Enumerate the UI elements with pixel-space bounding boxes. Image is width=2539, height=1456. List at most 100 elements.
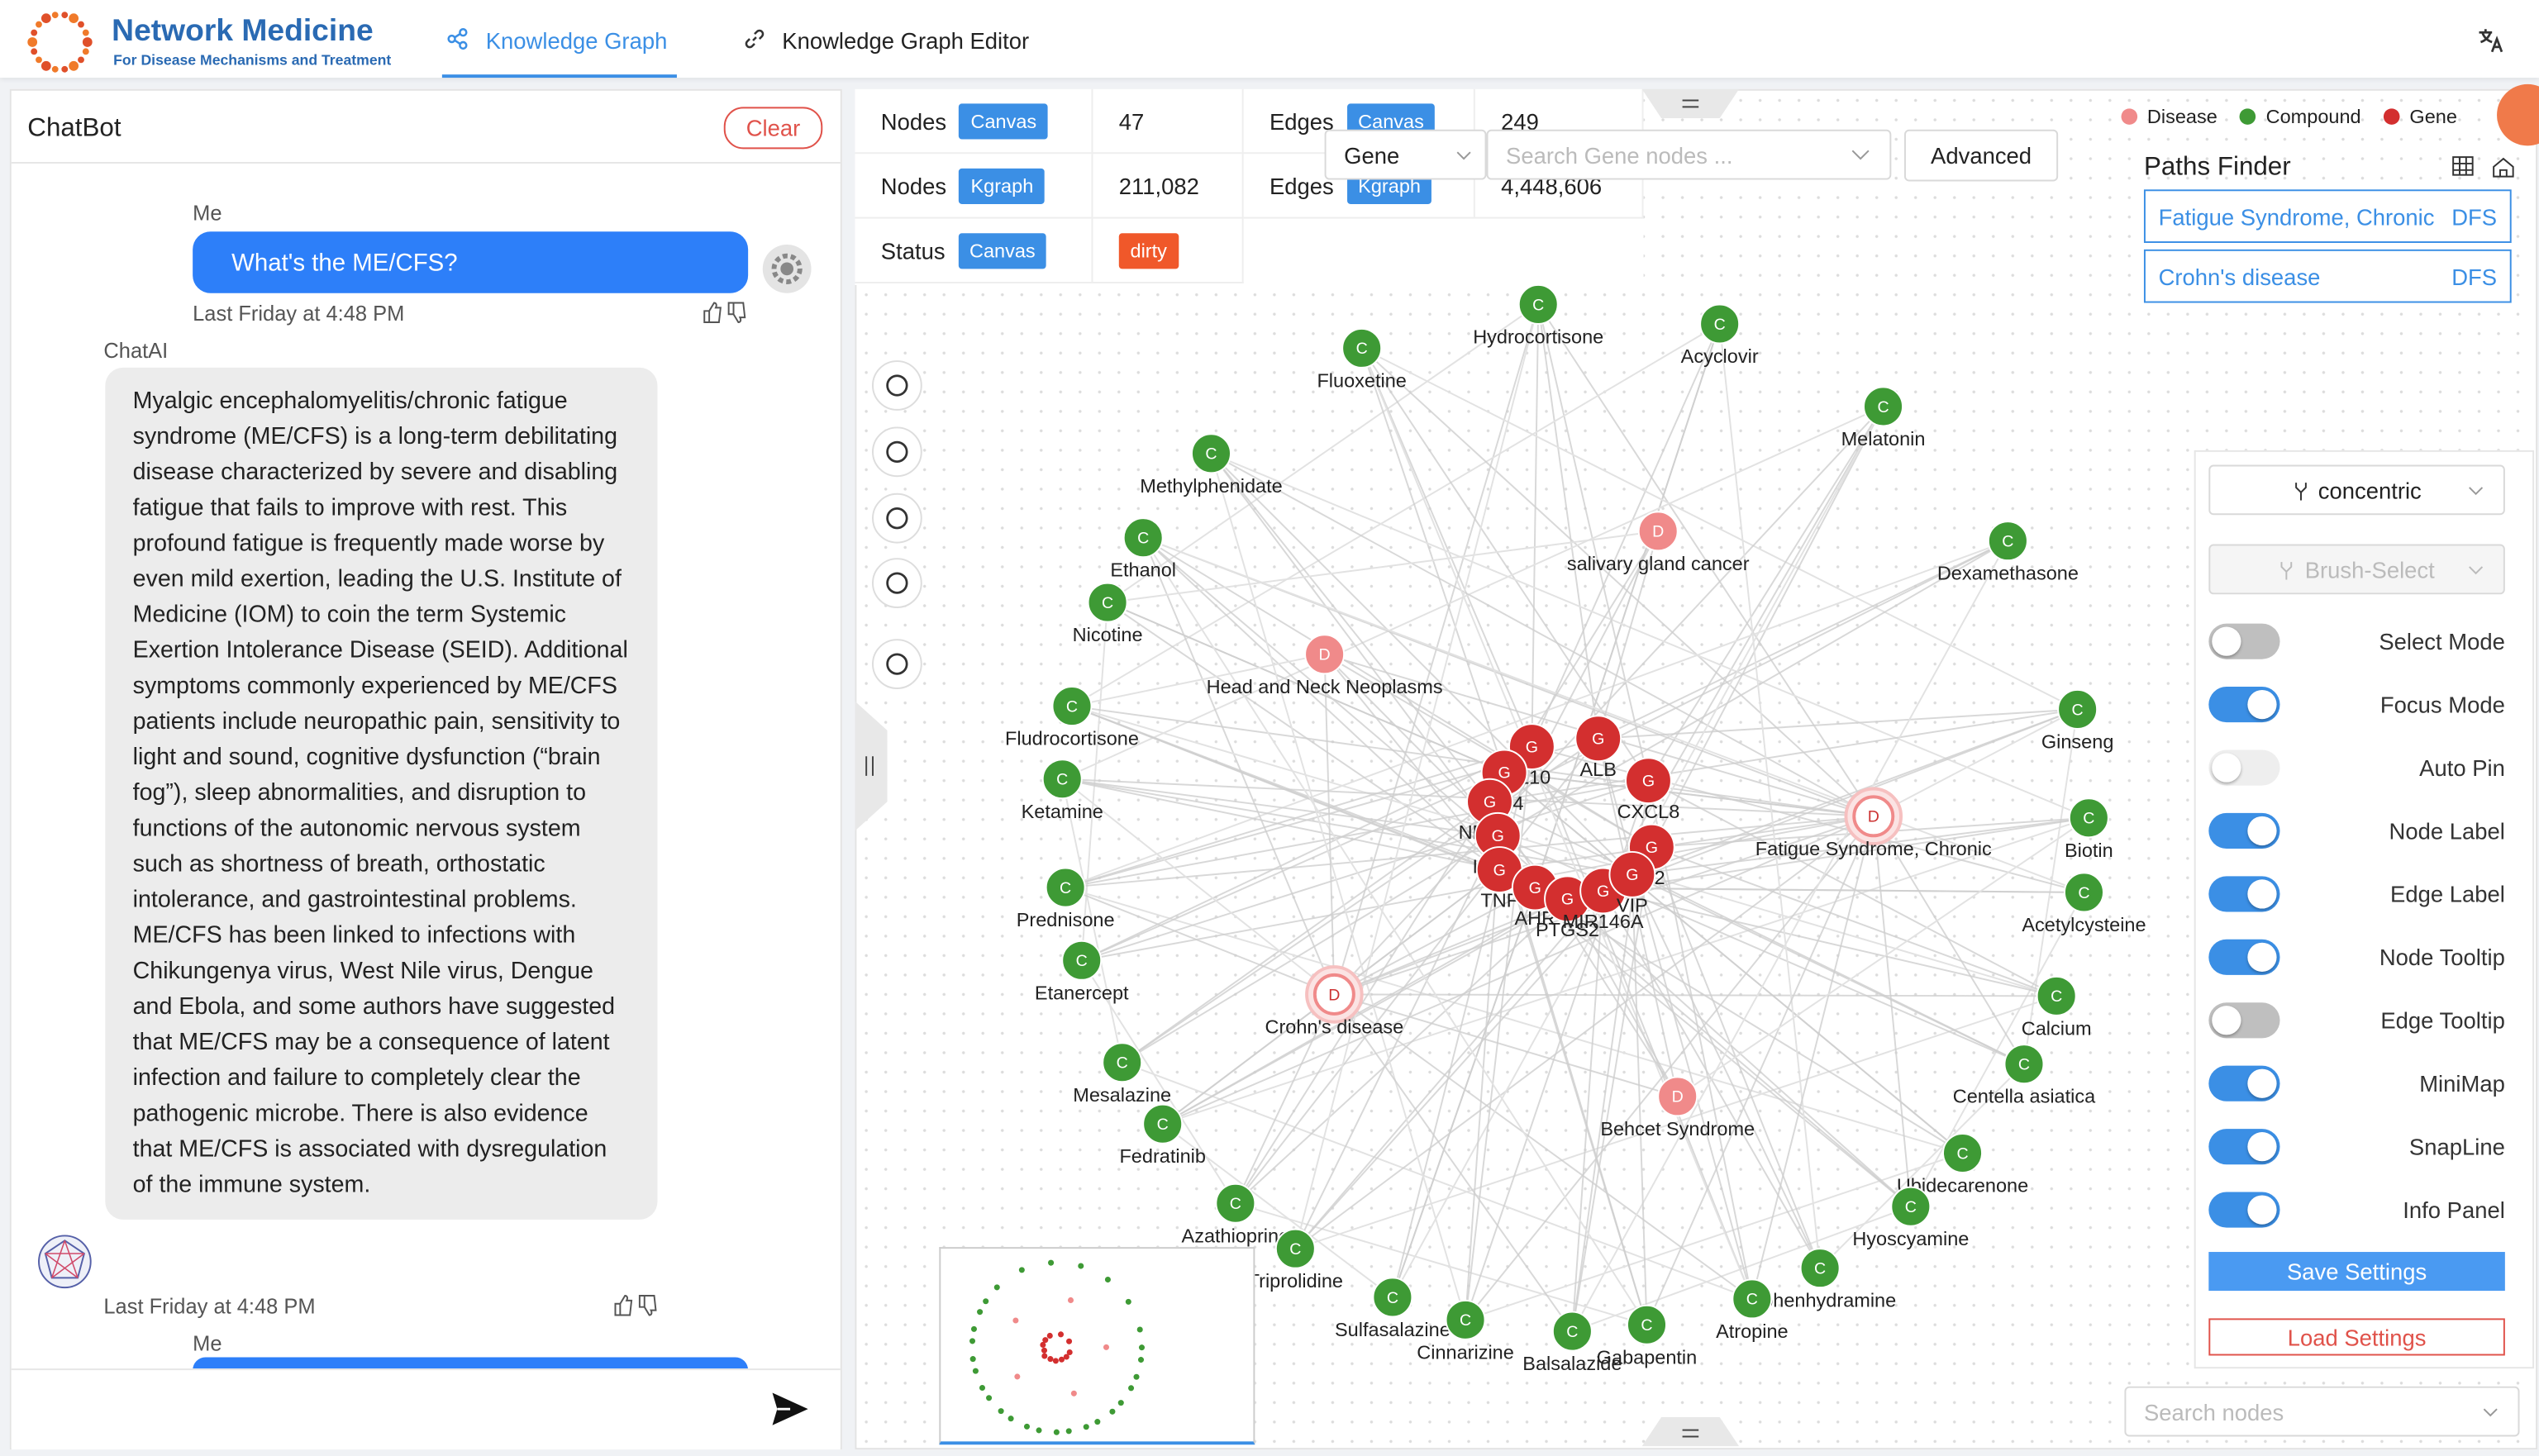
graph-node[interactable]: C Melatonin <box>1841 386 1926 450</box>
toggle[interactable] <box>2208 749 2280 786</box>
type-select[interactable]: Gene <box>1324 129 1487 180</box>
bottom-handle[interactable] <box>1641 1416 1740 1447</box>
graph-node[interactable]: C Fedratinib <box>1119 1103 1206 1168</box>
tab[interactable]: Knowledge Graph <box>485 27 668 54</box>
chat-input[interactable] <box>11 1368 841 1450</box>
feedback-icons[interactable] <box>701 302 750 324</box>
node-label: Calcium <box>2022 1017 2092 1039</box>
graph-node[interactable]: C Azathioprine <box>1182 1182 1290 1247</box>
tab[interactable]: Knowledge Graph Editor <box>782 27 1030 54</box>
graph-node[interactable]: C Hydrocortisone <box>1473 283 1603 348</box>
graph-node[interactable]: D Head and Neck Neoplasms <box>1207 634 1443 697</box>
graph-node[interactable]: C Hyoscyamine <box>1852 1186 1969 1250</box>
edge <box>1061 778 1335 996</box>
brush-value: Brush-Select <box>2304 556 2435 583</box>
toggle[interactable] <box>2208 939 2280 975</box>
node-search[interactable]: Search nodes <box>2124 1386 2520 1437</box>
edge <box>1497 540 2008 837</box>
gene-search[interactable]: Search Gene nodes ... <box>1486 129 1892 180</box>
toggle[interactable] <box>2208 1129 2280 1165</box>
toggle[interactable] <box>2208 876 2280 912</box>
graph-node[interactable]: C Sulfasalazine <box>1335 1277 1451 1340</box>
toggle-knob <box>2247 816 2277 846</box>
node-label: Sulfasalazine <box>1335 1319 1451 1340</box>
graph-node[interactable]: C Dexamethasone <box>1937 521 2079 584</box>
graph-node[interactable]: G PTGS2 <box>1536 875 1599 940</box>
graph-node[interactable]: C Ethanol <box>1110 517 1176 581</box>
minimap-node <box>1012 1317 1019 1324</box>
edge <box>1531 746 1753 1300</box>
graph-node[interactable]: C Cinnarizine <box>1417 1299 1514 1363</box>
send-button[interactable] <box>771 1392 810 1427</box>
graph-node[interactable]: D Crohn's disease <box>1265 965 1403 1037</box>
graph-canvas[interactable]: C Hydrocortisone C Acyclovir C Fluoxetine C Mel… <box>855 89 2534 1446</box>
graph-node[interactable]: D Behcet Syndrome <box>1600 1076 1755 1140</box>
graph-node[interactable]: C Centella asiatica <box>1953 1044 2096 1107</box>
graph-node[interactable]: C Prednisone <box>1017 867 1115 931</box>
graph-node[interactable]: G VIP <box>1608 850 1656 916</box>
graph-node[interactable]: C Gabapentin <box>1597 1304 1698 1368</box>
edge <box>1162 815 1874 1125</box>
float-button[interactable] <box>2497 83 2539 146</box>
edge <box>1597 531 1660 740</box>
toggle-label: Auto Pin <box>2419 754 2505 781</box>
toggle[interactable] <box>2208 1065 2280 1102</box>
graph-node[interactable]: D Fatigue Syndrome, Chronic <box>1755 787 1992 859</box>
tool-button[interactable] <box>871 426 923 478</box>
tool-button[interactable] <box>871 557 923 609</box>
stats-table: Nodes Canvas 47 Edges Canvas 249 Nodes Kgraph 21… <box>855 88 1644 285</box>
path-item[interactable]: Fatigue Syndrome, Chronic DFS <box>2143 189 2512 243</box>
minimap[interactable] <box>939 1247 1255 1445</box>
edge <box>1647 779 2057 997</box>
top-handle[interactable] <box>1641 88 1740 119</box>
graph-node[interactable]: C Etanercept <box>1035 940 1129 1004</box>
path-item[interactable]: Crohn's disease DFS <box>2143 249 2512 303</box>
graph-node[interactable]: C Calcium <box>2022 975 2092 1040</box>
node-label: CXCL8 <box>1617 801 1680 822</box>
graph-node[interactable]: C Ginseng <box>2041 688 2114 753</box>
graph-node[interactable]: C Acyclovir <box>1681 303 1759 367</box>
graph-node[interactable]: C Mesalazine <box>1073 1042 1171 1106</box>
node-label: Crohn's disease <box>1265 1016 1403 1037</box>
graph-node[interactable]: G ALB <box>1574 715 1622 780</box>
graph-node[interactable]: C Ketamine <box>1022 759 1103 822</box>
graph-node[interactable]: C Acetylcysteine <box>2022 872 2146 935</box>
graph-node[interactable]: C Atropine <box>1716 1278 1789 1342</box>
logo-dot <box>51 12 59 19</box>
tool-button[interactable] <box>871 638 923 690</box>
toggle[interactable] <box>2208 623 2280 659</box>
graph-node[interactable]: C Triprolidine <box>1248 1228 1343 1292</box>
tool-glyph <box>886 653 908 675</box>
save-button[interactable]: Save Settings <box>2208 1252 2505 1292</box>
tool-button[interactable] <box>871 492 923 545</box>
brush-select[interactable]: Brush-Select <box>2208 544 2505 595</box>
toggle-knob <box>2212 753 2241 783</box>
graph-node[interactable]: C Nicotine <box>1073 582 1143 646</box>
tool-button[interactable] <box>871 359 923 412</box>
minimap-node <box>1125 1298 1131 1305</box>
edge <box>1142 537 1336 995</box>
paths-icons[interactable] <box>2451 155 2516 178</box>
graph-node[interactable]: C Methylphenidate <box>1140 433 1283 497</box>
left-handle[interactable] <box>855 701 888 831</box>
advanced-button[interactable]: Advanced <box>1904 129 2059 182</box>
translate-icon[interactable] <box>2476 26 2505 55</box>
chat-panel: ChatBot Clear Me What's the ME/CFS? Last… <box>9 88 842 1450</box>
load-button[interactable]: Load Settings <box>2208 1318 2505 1356</box>
node-kind: C <box>1117 1054 1128 1073</box>
minimap-node <box>998 1408 1004 1415</box>
graph-node[interactable]: C Biotin <box>2065 797 2113 861</box>
toggle[interactable] <box>2208 687 2280 723</box>
toggle[interactable] <box>2208 812 2280 849</box>
feedback-icons[interactable] <box>612 1294 661 1316</box>
toggle[interactable] <box>2208 1002 2280 1039</box>
graph-node[interactable]: C Balsalazide <box>1522 1311 1622 1375</box>
layout-select[interactable]: concentric <box>2208 464 2505 516</box>
toggle[interactable] <box>2208 1192 2280 1228</box>
graph-node[interactable]: C Fludrocortisone <box>1005 686 1139 749</box>
clear-button[interactable]: Clear <box>723 107 823 150</box>
graph-node[interactable]: G CXCL8 <box>1617 757 1680 822</box>
graph-node[interactable]: C Fluoxetine <box>1317 327 1407 392</box>
